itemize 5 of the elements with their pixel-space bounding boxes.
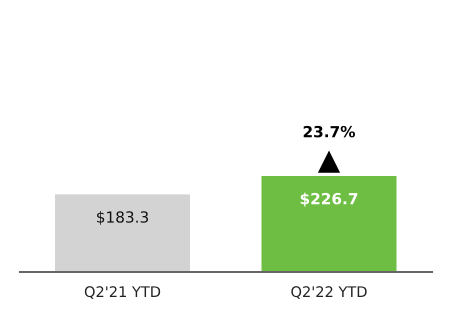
annotation: 23.7% [304,126,356,138]
x-tick-label: Q2'22 YTD [291,286,367,299]
x-tick-label: Q2'21 YTD [84,286,160,299]
data-label: $226.7 [300,192,358,206]
data-label: $183.3 [97,210,148,225]
